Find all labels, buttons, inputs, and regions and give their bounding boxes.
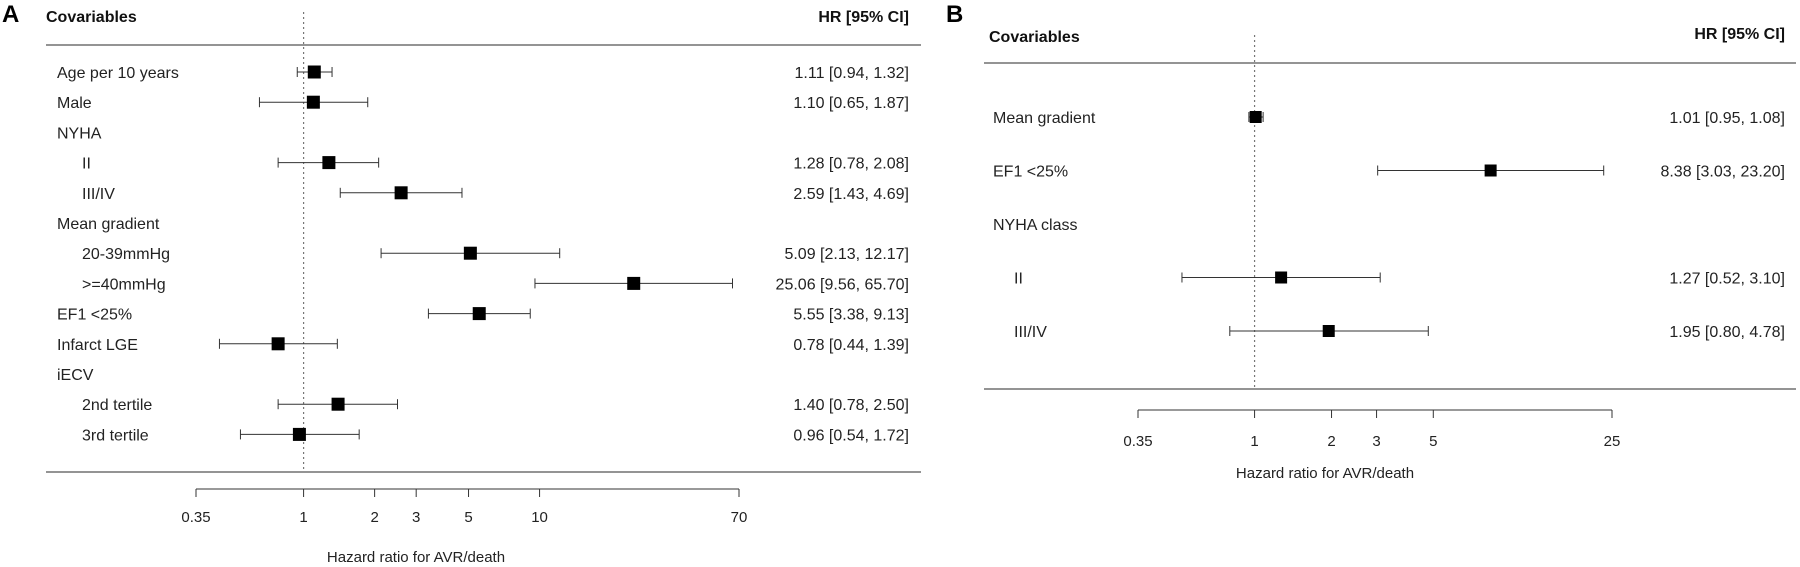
panel-b-hr-value: 1.01 [0.95, 1.08] bbox=[1669, 110, 1785, 127]
panel-a-hr-point bbox=[292, 427, 306, 441]
panel-a-row-label: EF1 <25% bbox=[57, 307, 132, 324]
panel-a-hr-value: 2.59 [1.43, 4.69] bbox=[793, 186, 909, 203]
panel-b-tick-label: 1 bbox=[1250, 433, 1258, 450]
panel-b-tick-label: 2 bbox=[1327, 433, 1335, 450]
panel-a-tick-label: 10 bbox=[531, 509, 548, 526]
panel-b-row-label: II bbox=[1014, 271, 1023, 288]
panel-a-row-label: >=40mmHg bbox=[82, 276, 166, 293]
panel-a-tick-label: 0.35 bbox=[181, 509, 210, 526]
panel-a-row-label: III/IV bbox=[82, 186, 115, 203]
panel-a-row-label: 20-39mmHg bbox=[82, 246, 170, 263]
panel-a-hr-value: 0.96 [0.54, 1.72] bbox=[793, 427, 909, 444]
panel-b-hr-value: 1.27 [0.52, 3.10] bbox=[1669, 271, 1785, 288]
panel-a-row-label: Mean gradient bbox=[57, 216, 160, 233]
panel-b-hr-point bbox=[1322, 325, 1335, 337]
panel-a-hr-value: 25.06 [9.56, 65.70] bbox=[776, 276, 909, 293]
panel-a-tick-label: 3 bbox=[412, 509, 420, 526]
panel-b-tick-label: 3 bbox=[1372, 433, 1380, 450]
panel-b-header-covariables: Covariables bbox=[989, 29, 1080, 46]
panel-b-tick-label: 0.35 bbox=[1123, 433, 1152, 450]
panel-a-hr-point bbox=[306, 95, 320, 109]
panel-a-hr-value: 1.28 [0.78, 2.08] bbox=[793, 156, 909, 173]
panel-a-tick-label: 70 bbox=[731, 509, 748, 526]
panel-a-hr-value: 5.09 [2.13, 12.17] bbox=[784, 246, 909, 263]
panel-a-hr-point bbox=[271, 337, 285, 351]
panel-b: B Covariables HR [95% CI] Mean gradient 1… bbox=[946, 1, 1796, 482]
panel-b-row-label: NYHA class bbox=[993, 217, 1077, 234]
panel-a-tick-label: 5 bbox=[464, 509, 472, 526]
panel-a-hr-value: 1.40 [0.78, 2.50] bbox=[793, 397, 909, 414]
panel-a-row-label: Infarct LGE bbox=[57, 337, 138, 354]
panel-a: A Covariables HR [95% CI] Age per 10 yea… bbox=[2, 1, 921, 566]
panel-b-tick-label: 5 bbox=[1429, 433, 1437, 450]
panel-a-tick-label: 2 bbox=[370, 509, 378, 526]
panel-a-hr-value: 1.11 [0.94, 1.32] bbox=[795, 65, 909, 82]
panel-a-header-covariables: Covariables bbox=[46, 9, 137, 26]
panel-a-row-label: II bbox=[82, 156, 91, 173]
panel-a-row-label: 3rd tertile bbox=[82, 427, 149, 444]
panel-a-hr-point bbox=[331, 397, 345, 411]
panel-a-row-label: NYHA bbox=[57, 125, 102, 142]
panel-b-tick-label: 25 bbox=[1604, 433, 1621, 450]
panel-b-row-label: Mean gradient bbox=[993, 110, 1096, 127]
panel-b-row-label: EF1 <25% bbox=[993, 164, 1068, 181]
panel-a-hr-point bbox=[307, 65, 321, 79]
panel-a-hr-value: 0.78 [0.44, 1.39] bbox=[793, 337, 909, 354]
panel-a-row-label: Age per 10 years bbox=[57, 65, 179, 82]
panel-b-letter: B bbox=[946, 1, 963, 28]
panel-a-hr-point bbox=[627, 276, 641, 290]
panel-b-hr-point bbox=[1484, 164, 1497, 177]
panel-b-rows: Mean gradient 1.01 [0.95, 1.08] EF1 <25% 8.… bbox=[993, 35, 1785, 389]
panel-b-row-label: III/IV bbox=[1014, 324, 1047, 341]
panel-a-row-label: iECV bbox=[57, 367, 94, 384]
panel-a-hr-value: 1.10 [0.65, 1.87] bbox=[793, 95, 909, 112]
panel-a-hr-point bbox=[322, 156, 336, 170]
panel-a-header-hr: HR [95% CI] bbox=[818, 9, 909, 26]
panel-a-hr-point bbox=[463, 246, 477, 260]
panel-a-hr-point bbox=[394, 186, 408, 200]
panel-b-hr-value: 8.38 [3.03, 23.20] bbox=[1660, 164, 1785, 181]
panel-a-row-label: 2nd tertile bbox=[82, 397, 152, 414]
panel-b-hr-point bbox=[1249, 111, 1262, 123]
panel-a-row-label: Male bbox=[57, 95, 92, 112]
panel-a-x-axis-label: Hazard ratio for AVR/death bbox=[327, 549, 505, 566]
panel-b-header-hr: HR [95% CI] bbox=[1694, 26, 1785, 43]
panel-a-letter: A bbox=[2, 1, 19, 28]
panel-b-hr-value: 1.95 [0.80, 4.78] bbox=[1669, 324, 1785, 341]
panel-b-x-axis: 0.35 1 2 3 5 25 bbox=[1123, 409, 1621, 450]
panel-b-hr-point bbox=[1275, 271, 1288, 284]
panel-a-tick-label: 1 bbox=[299, 509, 307, 526]
panel-b-x-axis-label: Hazard ratio for AVR/death bbox=[1236, 465, 1414, 482]
panel-a-hr-value: 5.55 [3.38, 9.13] bbox=[793, 307, 909, 324]
panel-a-hr-point bbox=[472, 307, 486, 321]
panel-a-x-axis: 0.35 1 2 3 5 10 70 bbox=[181, 488, 748, 526]
panel-a-rows: Age per 10 years 1.11 [0.94, 1.32] Male 1.1… bbox=[57, 12, 909, 472]
